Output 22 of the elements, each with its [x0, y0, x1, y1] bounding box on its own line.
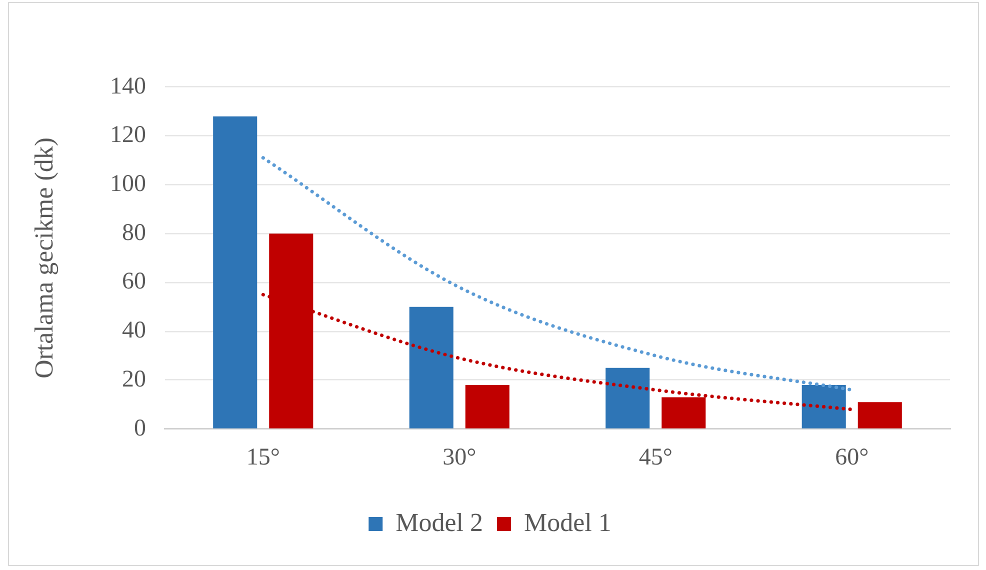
y-tick-label: 20 [122, 366, 146, 392]
bar [802, 385, 846, 428]
y-axis-title: Ortalama gecikme (dk) [29, 137, 58, 379]
y-tick-label: 60 [122, 268, 146, 295]
legend-label: Model 2 [396, 508, 484, 537]
bar [858, 402, 902, 428]
y-tick-label: 140 [110, 73, 146, 100]
y-tick-label: 100 [110, 171, 146, 198]
bar [409, 306, 454, 428]
line-series [261, 156, 854, 392]
x-tick-label: 60° [835, 444, 869, 471]
legend-label: Model 1 [524, 508, 612, 537]
x-tick-label: 15° [246, 444, 280, 471]
bar [465, 385, 510, 428]
y-tick-label: 0 [134, 415, 146, 442]
bar [213, 116, 258, 428]
x-tick-label: 45° [638, 444, 672, 471]
bar [606, 368, 650, 428]
y-tick-label: 40 [122, 318, 146, 344]
x-tick-label: 30° [442, 444, 476, 471]
y-tick-label: 120 [110, 122, 146, 148]
y-tick-label: 80 [122, 220, 146, 246]
